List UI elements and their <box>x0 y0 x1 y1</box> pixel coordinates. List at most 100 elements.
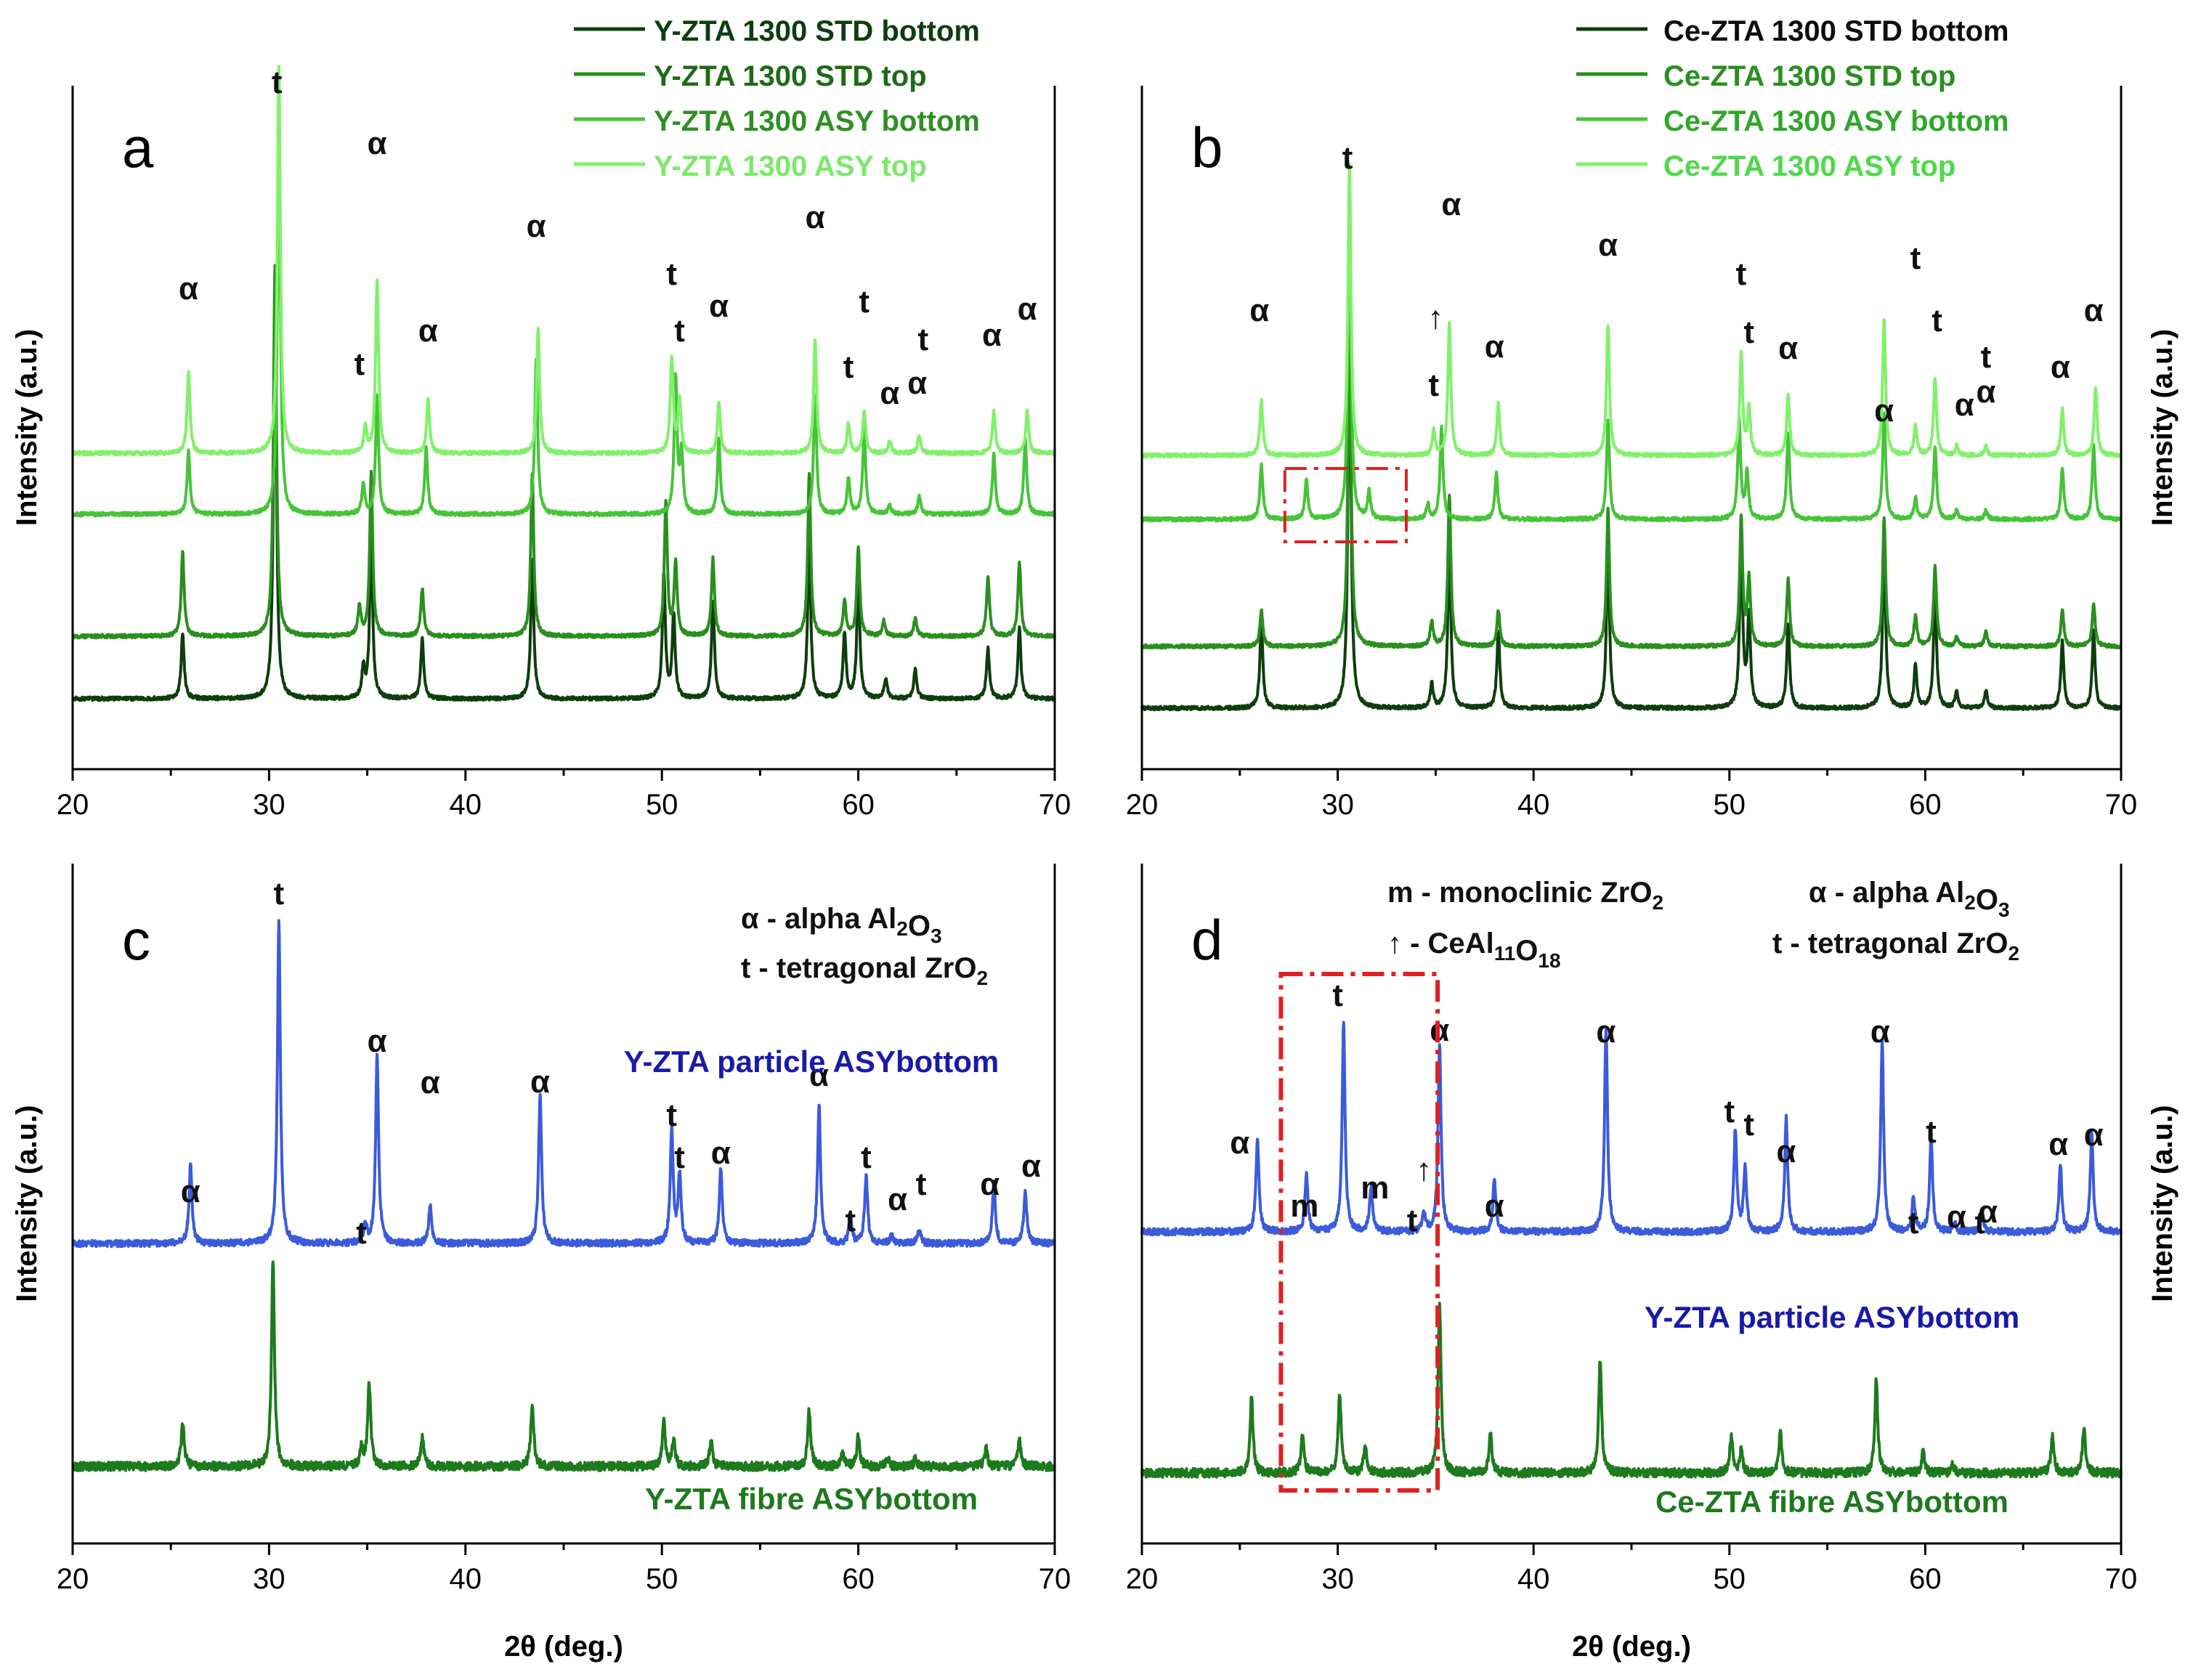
peak-label-c: α <box>980 1166 1000 1202</box>
peak-label-d: m <box>1290 1188 1318 1224</box>
peak-label-b: ↑ <box>1427 300 1443 336</box>
peak-label-a: α <box>982 317 1002 353</box>
peak-label-a: α <box>527 208 546 244</box>
peak-label-b: α <box>1485 329 1504 365</box>
phase-key: t - tetragonal ZrO2 <box>741 952 988 989</box>
series-label-d: Ce-ZTA fibre ASYbottom <box>1655 1485 2008 1519</box>
y-axis-title-c: Intensity (a.u.) <box>11 1105 43 1302</box>
series-line-d-0 <box>1140 1302 2123 1479</box>
peak-label-a: α <box>418 313 438 349</box>
peak-label-a: α <box>880 376 899 411</box>
peak-label-a: t <box>918 322 929 357</box>
peak-label-d: m <box>1361 1170 1389 1206</box>
panel-label-a: a <box>122 115 154 179</box>
phase-key: ↑ - CeAl11O18 <box>1387 928 1561 972</box>
peak-label-b: α <box>2084 293 2104 328</box>
series-line-c-0 <box>71 1260 1056 1472</box>
x-tick-label-c: 70 <box>1039 1563 1071 1595</box>
phase-key: α - alpha Al2O3 <box>1809 877 2010 921</box>
x-tick-label-c: 40 <box>450 1563 482 1595</box>
peak-label-b: α <box>1598 227 1618 263</box>
series-label-c: Y-ZTA fibre ASYbottom <box>645 1482 978 1516</box>
x-tick-label-b: 40 <box>1517 789 1550 821</box>
x-tick-label-d: 60 <box>1909 1563 1942 1595</box>
peak-label-b: α <box>2051 349 2070 385</box>
peak-label-d: ↑ <box>1416 1152 1432 1188</box>
peak-label-d: α <box>2048 1127 2068 1162</box>
highlight-box-d <box>1278 972 1440 1493</box>
peak-label-a: t <box>272 65 283 100</box>
peak-label-a: α <box>806 200 825 235</box>
x-tick-label-c: 50 <box>646 1563 678 1595</box>
panel-label-d: d <box>1191 908 1223 972</box>
x-tick-label-b: 20 <box>1126 789 1159 821</box>
peak-label-d: α <box>1485 1188 1504 1224</box>
panel-label-c: c <box>122 908 150 972</box>
peak-label-d: α <box>1230 1125 1249 1161</box>
peak-label-b: t <box>1981 339 1992 375</box>
legend-entry-b: Ce-ZTA 1300 STD bottom <box>1663 15 2009 47</box>
x-tick-label-a: 60 <box>842 789 875 821</box>
legend-entry-a: Y-ZTA 1300 STD bottom <box>654 15 980 47</box>
series-line-b-0 <box>1140 310 2123 712</box>
peak-label-c: α <box>368 1023 387 1059</box>
series-line-a-0 <box>71 296 1056 702</box>
legend-entry-a: Y-ZTA 1300 ASY top <box>654 150 927 182</box>
peak-label-c: α <box>711 1135 731 1171</box>
peak-label-c: t <box>861 1140 872 1175</box>
peak-label-d: t <box>1926 1114 1937 1150</box>
x-tick-label-b: 60 <box>1909 789 1942 821</box>
y-axis-title-b: Intensity (a.u.) <box>2147 329 2178 526</box>
peak-label-a: α <box>907 365 927 401</box>
peak-label-a: t <box>666 256 677 292</box>
x-axis-title-d: 2θ (deg.) <box>1572 1631 1691 1663</box>
peak-label-b: t <box>1428 368 1439 403</box>
peak-label-a: α <box>368 126 387 161</box>
series-line-b-3 <box>1140 162 2123 459</box>
peak-label-b: α <box>1976 374 1995 410</box>
series-line-b-1 <box>1140 295 2123 650</box>
peak-label-b: α <box>1778 330 1798 366</box>
legend-entry-b: Ce-ZTA 1300 ASY bottom <box>1663 105 2009 137</box>
phase-key: t - tetragonal ZrO2 <box>1772 928 2019 965</box>
peak-label-c: α <box>530 1064 550 1100</box>
peak-label-d: α <box>2084 1117 2104 1153</box>
peak-label-d: α <box>1596 1014 1616 1050</box>
peak-label-c: t <box>674 1140 685 1175</box>
x-axis-title-c: 2θ (deg.) <box>504 1631 623 1663</box>
series-label-c: Y-ZTA particle ASYbottom <box>624 1044 999 1079</box>
peak-label-d: α <box>1776 1134 1796 1169</box>
peak-label-a: α <box>709 288 729 324</box>
legend-entry-b: Ce-ZTA 1300 ASY top <box>1663 150 1955 182</box>
x-tick-label-c: 20 <box>57 1563 89 1595</box>
x-tick-label-d: 30 <box>1321 1563 1354 1595</box>
y-axis-title-d: Intensity (a.u.) <box>2147 1105 2178 1302</box>
peak-label-d: t <box>1908 1205 1919 1241</box>
peak-label-d: t <box>1743 1107 1754 1143</box>
series-line-a-3 <box>71 65 1056 457</box>
peak-label-a: t <box>354 346 365 382</box>
peak-label-b: t <box>1931 303 1942 338</box>
peak-label-d: α <box>1947 1199 1966 1235</box>
peak-label-b: α <box>1441 187 1461 222</box>
peak-label-c: t <box>666 1097 677 1133</box>
peak-label-b: t <box>1910 240 1921 276</box>
peak-label-d: t <box>1724 1094 1735 1129</box>
series-label-d: Y-ZTA particle ASYbottom <box>1645 1300 2019 1334</box>
peak-label-a: t <box>674 313 685 349</box>
x-tick-label-c: 30 <box>253 1563 285 1595</box>
peak-label-c: t <box>916 1166 927 1202</box>
peak-label-b: α <box>1874 393 1894 429</box>
peak-label-b: t <box>1736 256 1747 292</box>
x-tick-label-a: 40 <box>450 789 482 821</box>
x-tick-label-a: 50 <box>646 789 678 821</box>
peak-label-c: α <box>181 1174 200 1209</box>
peak-label-c: α <box>421 1065 440 1100</box>
phase-key: α - alpha Al2O3 <box>741 903 942 947</box>
peak-label-b: α <box>1955 387 1974 423</box>
legend-entry-a: Y-ZTA 1300 ASY bottom <box>654 105 980 137</box>
series-line-c-1 <box>71 919 1056 1249</box>
peak-label-c: α <box>809 1058 829 1093</box>
x-tick-label-b: 50 <box>1714 789 1746 821</box>
